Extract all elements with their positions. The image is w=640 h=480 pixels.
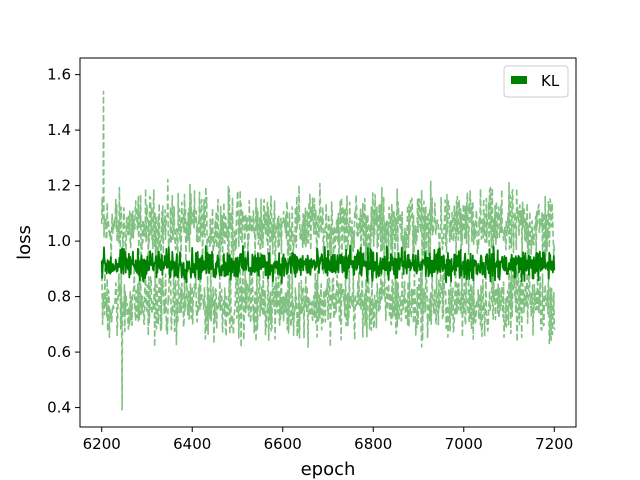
y-tick-label: 0.4 (47, 399, 71, 417)
x-tick-label: 7000 (445, 435, 483, 453)
series-line-upper-bound (100, 90, 556, 279)
series-line-lower-bound (100, 256, 556, 412)
legend-swatch-kl (511, 76, 527, 84)
legend-box (503, 65, 569, 98)
legend: KL (503, 65, 569, 98)
y-axis-label: loss (14, 225, 35, 260)
y-tick-label: 1.6 (47, 66, 71, 84)
x-tick-label: 6400 (173, 435, 211, 453)
y-tick-label: 1.2 (47, 177, 71, 195)
series-layer (100, 90, 556, 412)
x-tick-label: 6200 (83, 435, 121, 453)
y-tick-label: 0.6 (47, 343, 71, 361)
series-line-mean (100, 244, 556, 284)
legend-label-kl: KL (541, 72, 560, 90)
plot-frame (79, 57, 577, 428)
y-tick-label: 0.8 (47, 288, 71, 306)
x-axis: 6200 6400 6600 6800 7000 7200 (83, 427, 573, 453)
x-axis-label: epoch (301, 459, 356, 480)
y-axis: 0.4 0.6 0.8 1.0 1.2 1.4 1.6 (47, 66, 80, 417)
x-tick-label: 6800 (354, 435, 392, 453)
x-tick-label: 7200 (535, 435, 573, 453)
x-tick-label: 6600 (264, 435, 302, 453)
y-tick-label: 1.4 (47, 121, 71, 139)
y-tick-label: 1.0 (47, 232, 71, 250)
